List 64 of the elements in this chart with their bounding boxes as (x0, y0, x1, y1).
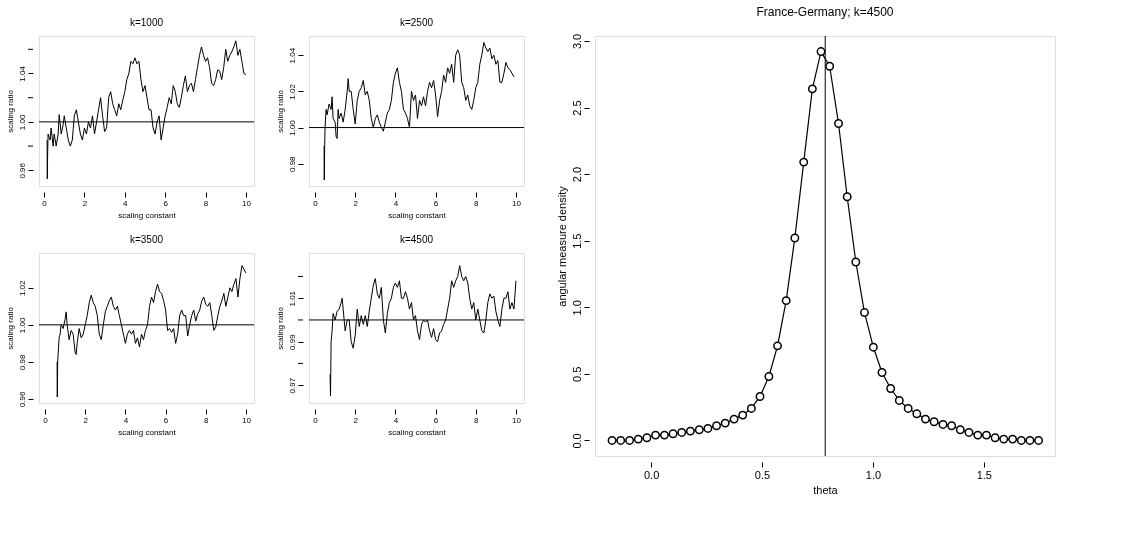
chart-title: k=1000 (129, 17, 164, 28)
x-tick-label: 0.5 (754, 468, 771, 481)
y-tick-label: 1.01 (287, 290, 297, 307)
y-tick-label: 0.96 (17, 391, 27, 408)
y-tick-label: 0.96 (17, 162, 27, 179)
y-tick-label: 0.5 (570, 366, 583, 382)
chart-title: k=4500 (399, 234, 434, 245)
y-tick-label: 0.98 (287, 155, 297, 173)
y-tick-label: 1.02 (17, 279, 27, 297)
x-tick-label: 2 (82, 198, 88, 208)
x-tick-label: 2 (353, 198, 359, 208)
x-tick-label: 8 (204, 415, 210, 425)
y-tick-label: 1.00 (287, 119, 297, 136)
x-tick-label: 2 (353, 415, 359, 425)
x-tick-label: 1.0 (865, 468, 882, 481)
x-tick-label: 6 (433, 415, 439, 425)
y-tick-label: 2.5 (570, 100, 583, 116)
y-tick-label: 1.00 (17, 317, 27, 334)
x-axis-title: scaling constant (118, 427, 177, 437)
x-tick-label: 10 (512, 415, 522, 425)
x-tick-label: 1.5 (976, 468, 992, 481)
y-tick-label: 1.5 (570, 233, 583, 249)
chart-title: France-Germany; k=4500 (756, 5, 894, 20)
x-tick-label: 0.0 (643, 468, 660, 481)
x-axis-title: theta (813, 483, 839, 496)
y-tick-label: 1.04 (287, 47, 297, 64)
x-tick-label: 0 (313, 415, 319, 425)
x-tick-label: 6 (433, 198, 439, 208)
x-tick-label: 8 (474, 415, 480, 425)
y-tick-label: 0.0 (570, 433, 583, 449)
y-tick-label: 0.97 (287, 377, 297, 394)
y-tick-label: 0.99 (287, 333, 297, 350)
y-tick-label: 0.98 (17, 354, 27, 371)
x-tick-label: 6 (163, 415, 169, 425)
x-axis-title: scaling constant (118, 210, 177, 220)
x-tick-label: 0 (43, 415, 49, 425)
x-tick-label: 0 (313, 198, 319, 208)
y-axis-title: scaling ratio (275, 89, 285, 133)
x-tick-label: 10 (512, 198, 522, 208)
y-axis-title: scaling ratio (5, 306, 15, 350)
y-tick-label: 1.02 (287, 83, 297, 100)
y-tick-label: 2.0 (570, 166, 583, 183)
y-axis-title: scaling ratio (275, 306, 285, 350)
y-tick-label: 1.04 (17, 65, 27, 82)
x-tick-label: 2 (83, 415, 89, 425)
x-tick-label: 0 (42, 198, 48, 208)
chart-title: k=3500 (129, 234, 164, 245)
y-axis-title: angular measure density (555, 185, 568, 307)
chart-title: k=2500 (399, 17, 434, 28)
x-tick-label: 4 (123, 198, 129, 208)
x-axis-title: scaling constant (388, 210, 447, 220)
y-tick-label: 1.00 (17, 114, 27, 131)
y-tick-label: 3.0 (570, 33, 583, 50)
x-tick-label: 8 (203, 198, 209, 208)
x-tick-label: 4 (393, 415, 399, 425)
y-tick-label: 1.0 (570, 300, 583, 316)
x-axis-title: scaling constant (388, 427, 447, 437)
y-axis-title: scaling ratio (5, 89, 15, 133)
x-tick-label: 6 (163, 198, 169, 208)
x-tick-label: 4 (393, 198, 399, 208)
x-tick-label: 4 (123, 415, 129, 425)
x-tick-label: 8 (474, 198, 480, 208)
x-tick-label: 10 (242, 415, 252, 425)
x-tick-label: 10 (241, 198, 252, 208)
